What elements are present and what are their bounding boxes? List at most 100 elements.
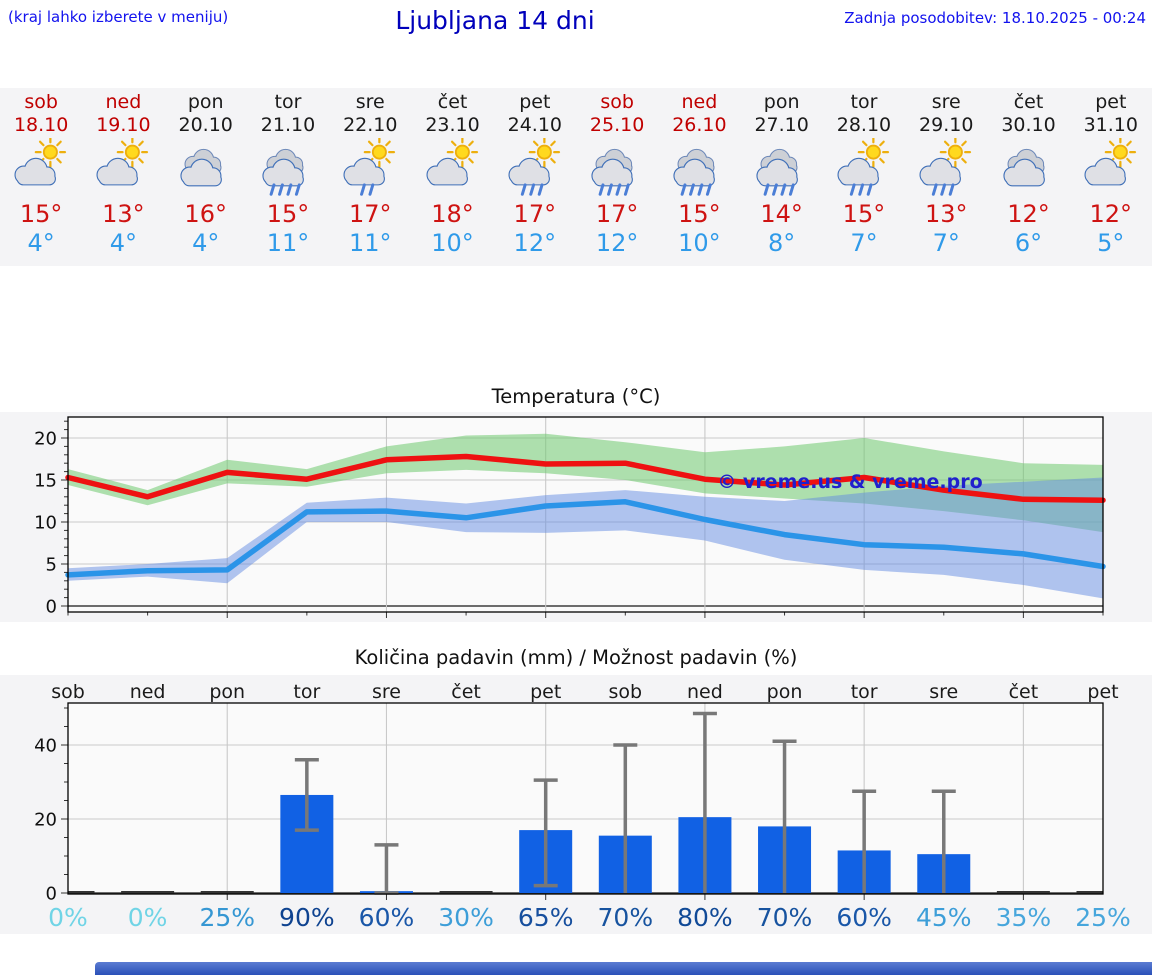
weather-icon-cloudy: [165, 138, 247, 198]
day-forecast-26.10[interactable]: ned 26.10 15° 10°: [658, 88, 740, 266]
weather-icon-partly-sunny: [0, 136, 82, 198]
day-low-temp: 11°: [266, 229, 310, 257]
temp-ytick-label: 5: [46, 555, 57, 576]
day-forecast-24.10[interactable]: pet 24.10 17° 12°: [494, 88, 576, 266]
precip-probability: 60%: [836, 903, 892, 932]
precip-ytick-label: 0: [46, 884, 57, 905]
day-name: čet: [1013, 91, 1044, 113]
day-forecast-23.10[interactable]: čet 23.10 18° 10°: [411, 88, 493, 266]
day-forecast-31.10[interactable]: pet 31.10 12° 5°: [1070, 88, 1152, 266]
day-high-temp: 18°: [431, 200, 474, 228]
day-date: 23.10: [425, 114, 480, 136]
precip-day-label: sre: [929, 681, 958, 703]
precip-day-label: čet: [451, 681, 481, 703]
line-najnižja-temperatura: [65, 499, 1106, 578]
precip-ytick-label: 20: [34, 810, 57, 831]
day-forecast-25.10[interactable]: sob 25.10 17° 12°: [576, 88, 658, 266]
precip-probability: 0%: [128, 903, 168, 932]
day-date: 31.10: [1083, 114, 1138, 136]
temp-ytick-label: 10: [34, 513, 57, 534]
temp-ytick-label: 0: [46, 597, 57, 618]
day-date: 21.10: [260, 114, 316, 136]
day-high-temp: 15°: [266, 200, 310, 228]
weather-icon-rain: [658, 138, 740, 198]
day-high-temp: 15°: [19, 200, 63, 228]
day-forecast-27.10[interactable]: pon 27.10 14° 8°: [741, 88, 823, 266]
precip-day-label: sob: [609, 681, 643, 703]
band-razpon-najnižje: [68, 477, 1103, 599]
precip-probability: 60%: [359, 903, 415, 932]
day-name: ned: [105, 91, 142, 113]
day-high-temp: 15°: [842, 200, 886, 228]
day-date: 22.10: [343, 114, 398, 136]
day-low-temp: 10°: [678, 229, 721, 257]
day-forecast-19.10[interactable]: ned 19.10 13° 4°: [82, 88, 164, 266]
day-forecast-18.10[interactable]: sob 18.10 15° 4°: [0, 88, 82, 266]
day-date: 24.10: [507, 114, 563, 136]
band-razpon-najvišje: [68, 433, 1103, 533]
day-name: ned: [681, 91, 718, 113]
precip-ytick-label: 40: [34, 736, 57, 757]
precip-day-label: tor: [851, 681, 878, 703]
menu-hint-link[interactable]: (kraj lahko izberete v meniju): [8, 8, 229, 26]
weather-icon-sun-rain: [494, 136, 576, 198]
precip-probability: 25%: [1075, 903, 1131, 932]
precip-day-label: pon: [209, 681, 245, 703]
day-low-temp: 8°: [768, 229, 796, 257]
chart-watermark: © vreme.us & vreme.pro: [717, 471, 982, 493]
day-low-temp: 12°: [595, 229, 639, 257]
precip-probability: 65%: [518, 903, 574, 932]
day-forecast-20.10[interactable]: pon 20.10 16° 4°: [165, 88, 247, 266]
precip-probability: 35%: [996, 903, 1052, 932]
precip-probability: 80%: [677, 903, 733, 932]
day-name: čet: [437, 91, 468, 113]
weather-icon-sun-rain: [823, 136, 905, 198]
day-forecast-30.10[interactable]: čet 30.10 12° 6°: [987, 88, 1069, 266]
temperature-chart: 0 5 10 15 20 © vreme.us & vreme.pro: [0, 412, 1152, 622]
day-high-temp: 13°: [924, 200, 968, 228]
day-forecast-22.10[interactable]: sre 22.10 17° 11°: [329, 88, 411, 266]
precip-day-label: čet: [1009, 681, 1039, 703]
precip-probability: 0%: [48, 903, 88, 932]
day-low-temp: 10°: [431, 229, 474, 257]
day-high-temp: 17°: [595, 200, 639, 228]
day-low-temp: 4°: [27, 229, 55, 257]
day-high-temp: 14°: [760, 200, 803, 228]
last-update-text: Zadnja posodobitev: 18.10.2025 - 00:24: [844, 9, 1146, 27]
day-forecast-21.10[interactable]: tor 21.10 15° 11°: [247, 88, 329, 266]
day-high-temp: 16°: [184, 200, 227, 228]
weather-icon-cloudy: [987, 138, 1069, 198]
precip-probability: 70%: [757, 903, 813, 932]
precip-day-label: ned: [130, 681, 166, 703]
day-low-temp: 6°: [1014, 229, 1043, 257]
line-najvišja-temperatura: [65, 453, 1106, 503]
day-high-temp: 17°: [348, 200, 392, 228]
day-low-temp: 4°: [109, 229, 138, 257]
weather-icon-partly-sunny: [411, 136, 493, 198]
forecast-days-strip: sob 18.10 15° 4° ned 19.10 13° 4° pon 20.10 16° 4° t…: [0, 88, 1152, 266]
day-low-temp: 11°: [348, 229, 392, 257]
day-date: 29.10: [919, 114, 974, 136]
day-high-temp: 12°: [1007, 200, 1050, 228]
precip-day-label: sre: [372, 681, 401, 703]
day-name: sre: [931, 91, 961, 113]
page-title: Ljubljana 14 dni: [395, 6, 595, 35]
day-forecast-28.10[interactable]: tor 28.10 15° 7°: [823, 88, 905, 266]
day-name: tor: [274, 91, 302, 113]
precip-day-label: pon: [767, 681, 803, 703]
weather-icon-sun-rain: [905, 136, 987, 198]
precip-day-label: tor: [293, 681, 320, 703]
temperature-chart-title: Temperatura (°C): [491, 385, 661, 408]
day-low-temp: 4°: [192, 229, 220, 257]
day-date: 28.10: [836, 114, 892, 136]
weather-icon-rain: [741, 138, 823, 198]
day-high-temp: 15°: [678, 200, 721, 228]
weather-icon-partly-sunny: [82, 136, 164, 198]
day-date: 30.10: [1001, 114, 1056, 136]
precip-probability: 45%: [916, 903, 972, 932]
day-forecast-29.10[interactable]: sre 29.10 13° 7°: [905, 88, 987, 266]
precip-day-label: pet: [530, 681, 561, 703]
weather-icon-rain: [247, 138, 329, 198]
precip-day-label: ned: [687, 681, 723, 703]
